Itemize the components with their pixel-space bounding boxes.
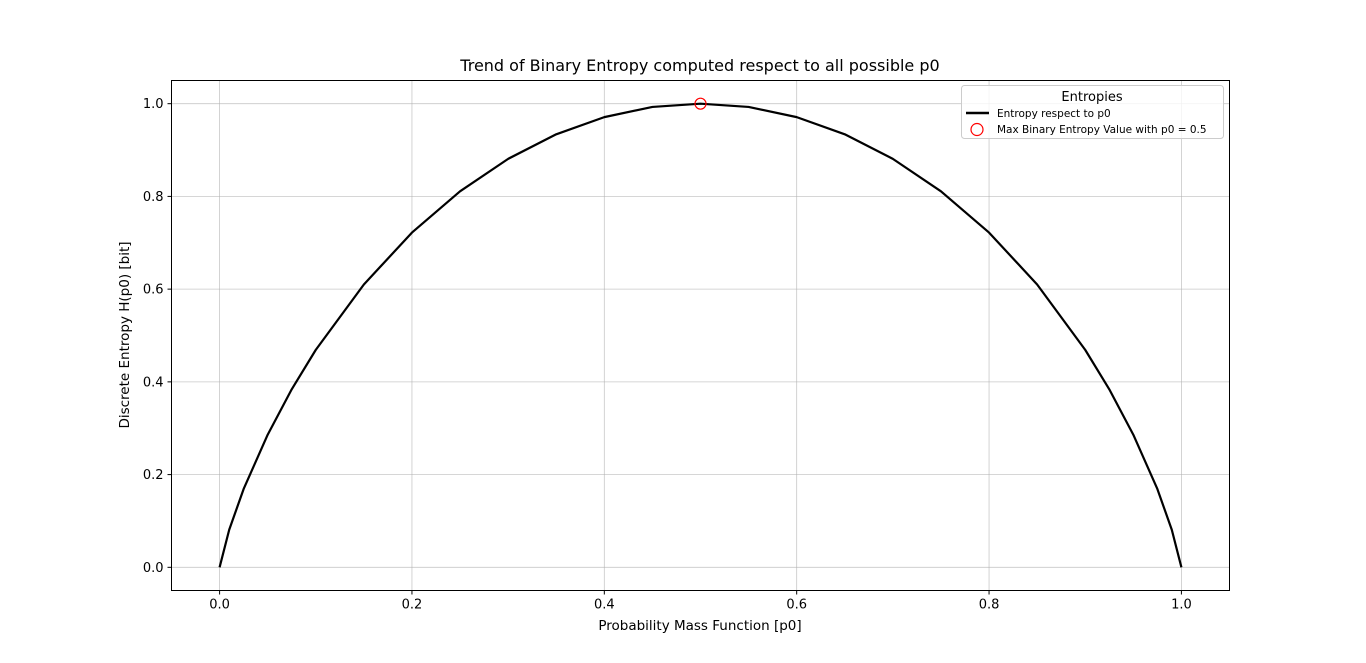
legend-title: Entropies xyxy=(1061,90,1122,105)
y-tick-label: 0.4 xyxy=(143,375,164,390)
x-tick-label: 0.8 xyxy=(979,598,1000,613)
y-tick-label: 0.8 xyxy=(143,190,164,205)
y-tick-label: 0.0 xyxy=(143,561,164,576)
legend-marker-swatch xyxy=(970,122,984,137)
max-entropy-point xyxy=(694,97,707,110)
y-tick-label: 1.0 xyxy=(143,97,164,112)
y-axis-label: Discrete Entropy H(p0) [bit] xyxy=(117,241,133,428)
y-axis-ticks: 0.0 0.2 0.4 0.6 0.8 1.0 xyxy=(143,97,172,576)
x-axis-label: Probability Mass Function [p0] xyxy=(598,618,801,634)
x-tick-label: 0.4 xyxy=(594,598,615,613)
legend-box xyxy=(961,85,1224,139)
legend: Entropies Entropy respect to p0 Max Bina… xyxy=(961,85,1224,139)
x-axis-ticks: 0.0 0.2 0.4 0.6 0.8 1.0 xyxy=(209,590,1192,613)
x-tick-label: 0.0 xyxy=(209,598,230,613)
x-tick-label: 0.2 xyxy=(402,598,423,613)
entropy-curve xyxy=(218,102,1183,568)
x-tick-label: 1.0 xyxy=(1171,598,1192,613)
y-tick-label: 0.6 xyxy=(143,283,164,298)
legend-entry-max: Max Binary Entropy Value with p0 = 0.5 xyxy=(997,124,1207,136)
plot-frame xyxy=(171,80,1230,591)
grid-lines xyxy=(171,80,1230,591)
legend-entry-entropy: Entropy respect to p0 xyxy=(997,108,1111,120)
chart-title: Trend of Binary Entropy computed respect… xyxy=(459,56,939,75)
series-layer xyxy=(218,97,1183,568)
x-tick-label: 0.6 xyxy=(786,598,807,613)
y-tick-label: 0.2 xyxy=(143,468,164,483)
